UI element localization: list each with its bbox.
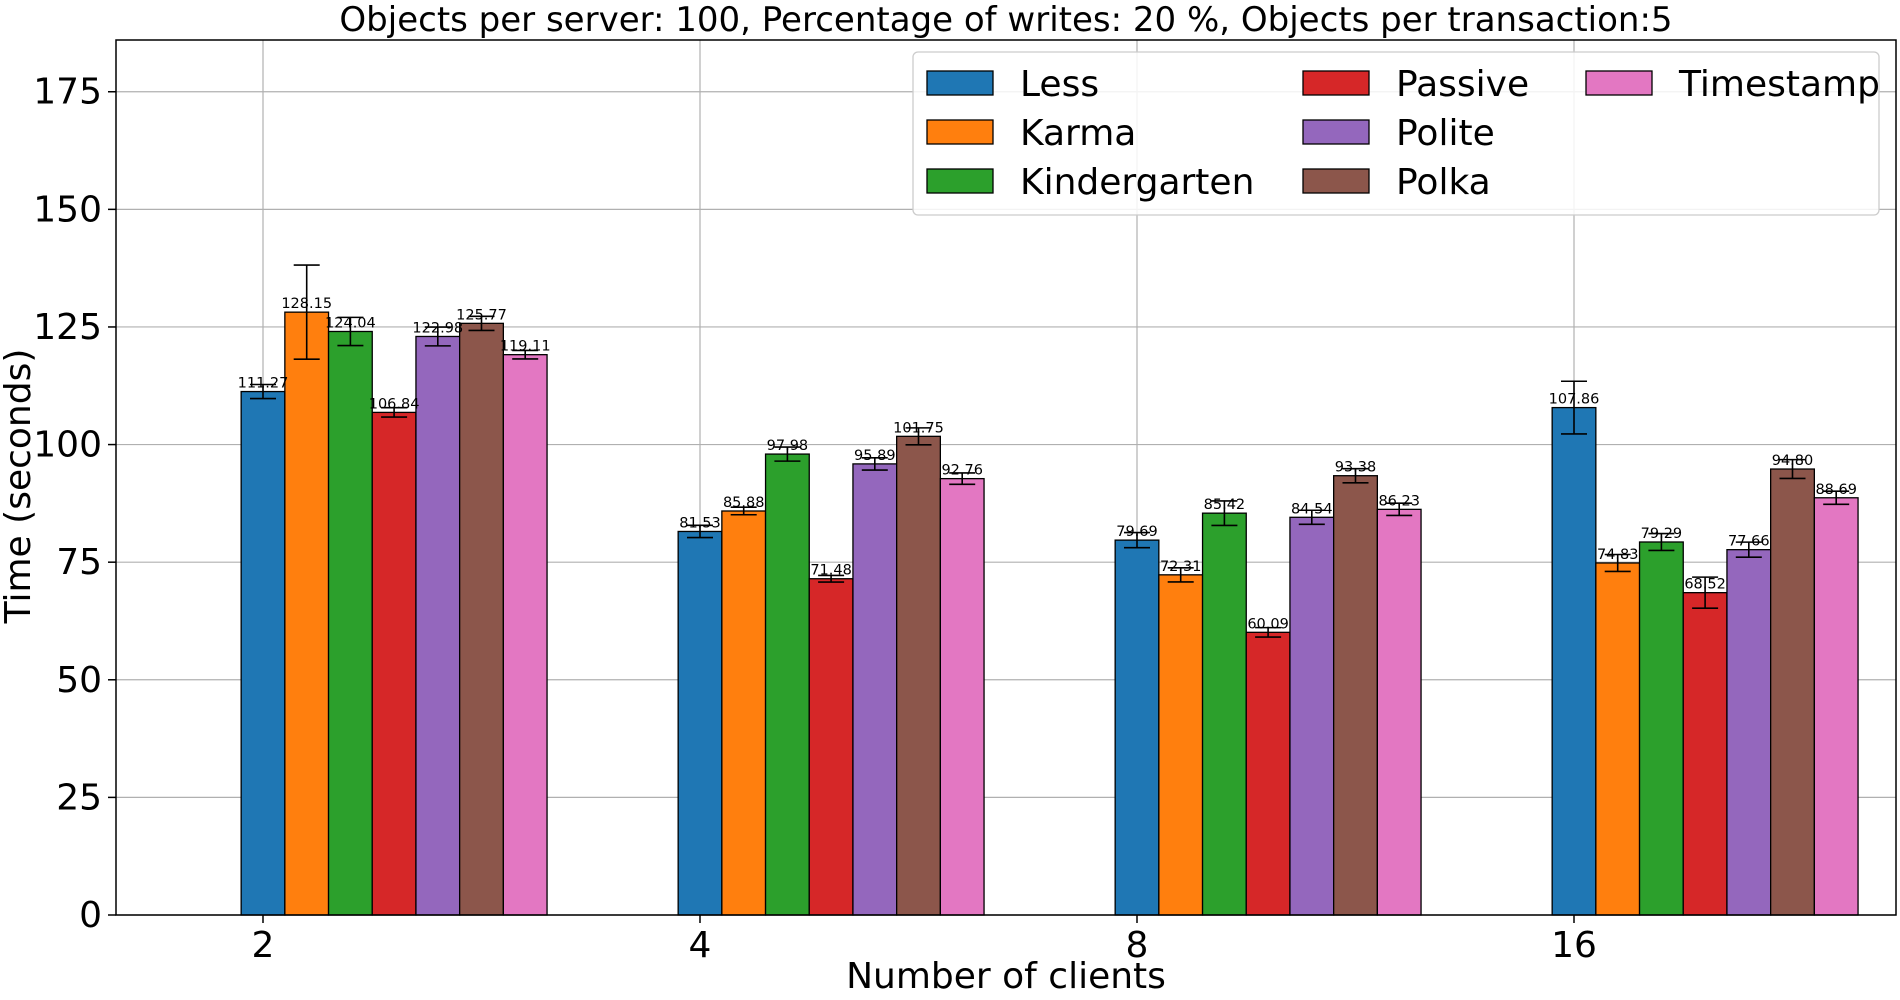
legend-swatch-less xyxy=(926,70,994,96)
legend-swatch-kindergarten xyxy=(926,168,994,194)
data-label: 71.48 xyxy=(810,563,852,579)
bar-karma xyxy=(1158,574,1204,916)
bar-timestamp xyxy=(1376,508,1422,916)
bar-passive xyxy=(371,411,417,916)
legend-label-karma: Karma xyxy=(1020,113,1136,154)
y-tick-label: 75 xyxy=(56,542,102,583)
data-label: 86.23 xyxy=(1378,493,1420,509)
x-tick-label: 4 xyxy=(689,925,712,966)
data-label: 77.66 xyxy=(1728,534,1770,550)
data-label: 85.42 xyxy=(1204,497,1246,513)
bar-kindergarten xyxy=(764,453,810,916)
legend-label-passive: Passive xyxy=(1396,64,1529,105)
y-tick-label: 150 xyxy=(33,189,102,230)
data-label: 84.54 xyxy=(1291,501,1333,517)
bar-less xyxy=(1114,539,1160,916)
legend-label-less: Less xyxy=(1020,64,1099,105)
legend-swatch-karma xyxy=(926,119,994,145)
data-label: 95.89 xyxy=(854,448,896,464)
y-axis-label: Time (seconds) xyxy=(0,349,39,625)
bar-polka xyxy=(1333,475,1379,916)
data-label: 81.53 xyxy=(679,515,721,531)
bar-timestamp xyxy=(1813,497,1859,916)
bar-less xyxy=(240,390,286,916)
data-label: 79.29 xyxy=(1641,526,1683,542)
data-label: 125.77 xyxy=(456,307,507,323)
bar-polite xyxy=(1726,549,1772,916)
y-tick-label: 100 xyxy=(33,425,102,466)
x-axis-label: Number of clients xyxy=(846,956,1166,997)
data-label: 74.83 xyxy=(1597,547,1639,563)
bar-polka xyxy=(1770,468,1816,916)
legend-swatch-passive xyxy=(1302,70,1370,96)
bar-kindergarten xyxy=(1638,541,1684,916)
y-tick-label: 25 xyxy=(56,777,102,818)
bar-karma xyxy=(1595,562,1641,916)
legend-swatch-polka xyxy=(1302,168,1370,194)
data-label: 124.04 xyxy=(325,315,376,331)
bar-kindergarten xyxy=(1201,512,1247,916)
data-label: 101.75 xyxy=(893,420,944,436)
legend-label-kindergarten: Kindergarten xyxy=(1020,162,1254,203)
legend-label-polka: Polka xyxy=(1396,162,1491,203)
x-tick-label: 8 xyxy=(1126,925,1149,966)
bar-timestamp xyxy=(502,354,548,916)
y-tick-label: 175 xyxy=(33,72,102,113)
x-tick-label: 16 xyxy=(1551,925,1597,966)
x-tick-label: 2 xyxy=(252,925,275,966)
y-tick-label: 0 xyxy=(79,895,102,936)
bar-karma xyxy=(721,510,767,916)
data-label: 88.69 xyxy=(1815,482,1857,498)
legend: Less Karma Kindergarten Passive Polite Polka T… xyxy=(912,51,1880,216)
data-label: 128.15 xyxy=(281,296,332,312)
error-bars xyxy=(250,264,1850,638)
axes: 0 25 50 75 100 125 150 175 2 4 8 16 xyxy=(33,39,1897,966)
bar-karma xyxy=(284,311,330,916)
legend-swatch-polite xyxy=(1302,119,1370,145)
data-label: 97.98 xyxy=(767,438,809,454)
data-label: 79.69 xyxy=(1116,524,1158,540)
bar-polite xyxy=(852,463,898,916)
bar-less xyxy=(677,530,723,916)
data-label: 60.09 xyxy=(1247,616,1289,632)
data-label: 85.88 xyxy=(723,495,765,511)
data-label: 68.52 xyxy=(1684,577,1726,593)
data-label: 122.98 xyxy=(412,320,463,336)
data-label: 92.76 xyxy=(941,463,983,479)
bar-timestamp xyxy=(939,477,985,916)
data-label: 107.86 xyxy=(1549,392,1600,408)
legend-label-timestamp: Timestamp xyxy=(1678,64,1880,105)
legend-swatch-timestamp xyxy=(1585,70,1653,96)
bar-passive xyxy=(808,578,854,916)
bar-kindergarten xyxy=(327,330,373,916)
bar-polka xyxy=(896,435,942,916)
data-label: 94.80 xyxy=(1772,453,1814,469)
bar-polka xyxy=(458,322,504,916)
plot-frame xyxy=(115,39,1897,916)
data-label: 119.11 xyxy=(500,339,551,355)
legend-label-polite: Polite xyxy=(1396,113,1495,154)
bars xyxy=(240,311,1859,916)
bar-passive xyxy=(1682,592,1728,916)
y-tick-label: 50 xyxy=(56,660,102,701)
data-label: 93.38 xyxy=(1335,460,1377,476)
bar-passive xyxy=(1245,631,1291,916)
chart-title: Objects per server: 100, Percentage of w… xyxy=(339,0,1672,40)
data-label: 106.84 xyxy=(369,396,420,412)
data-labels: 111.27 81.53 79.69 107.86 128.15 85.88 72.31 74… xyxy=(238,296,1857,632)
data-label: 72.31 xyxy=(1160,559,1202,575)
bar-polite xyxy=(415,335,461,916)
bar-less xyxy=(1551,406,1597,916)
data-label: 111.27 xyxy=(238,376,289,392)
bar-polite xyxy=(1289,516,1335,916)
y-tick-label: 125 xyxy=(33,307,102,348)
